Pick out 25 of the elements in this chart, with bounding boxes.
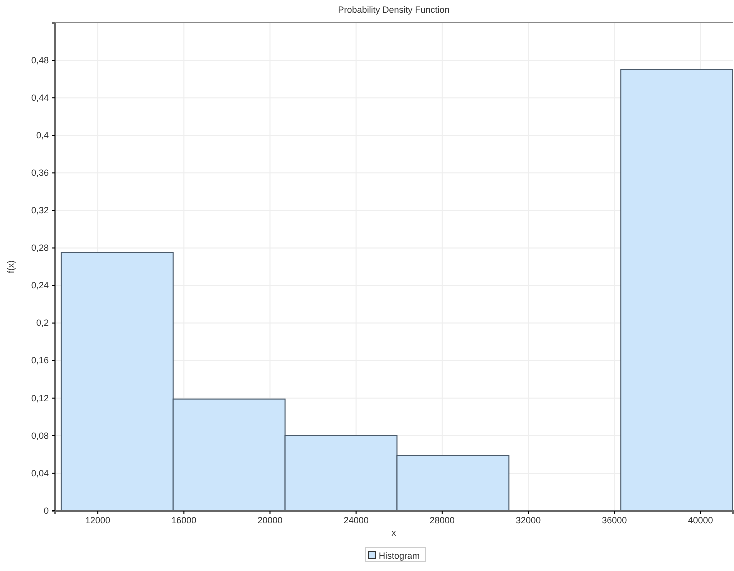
- y-axis-title: f(x): [6, 260, 16, 274]
- y-tick-label: 0,44: [31, 92, 49, 103]
- y-tick-label: 0,28: [31, 243, 49, 254]
- y-tick-label: 0: [44, 506, 49, 516]
- y-tick-label: 0,4: [36, 130, 49, 140]
- x-tick-label: 16000: [172, 515, 197, 526]
- x-tick-label: 32000: [516, 515, 542, 526]
- x-tick-label: 28000: [430, 515, 455, 526]
- y-tick-label: 0,2: [36, 318, 49, 328]
- y-tick-label: 0,24: [31, 280, 49, 291]
- y-tick-label: 0,32: [31, 206, 49, 216]
- x-tick-label: 24000: [344, 515, 369, 526]
- x-axis-title: x: [392, 528, 397, 538]
- y-tick-label: 0,08: [31, 430, 49, 441]
- y-tick-label: 0,12: [31, 393, 49, 404]
- x-tick-label: 20000: [258, 515, 283, 526]
- chart-title: Probability Density Function: [338, 5, 450, 15]
- y-tick-label: 0,48: [31, 55, 49, 66]
- y-tick-label: 0,36: [31, 168, 49, 178]
- y-tick-label: 0,16: [31, 356, 49, 366]
- y-tick-label: 0,04: [31, 468, 49, 478]
- x-tick-label: 36000: [602, 515, 628, 526]
- legend-label: Histogram: [379, 551, 420, 561]
- x-tick-label: 12000: [86, 515, 111, 526]
- x-tick-label: 40000: [688, 515, 714, 526]
